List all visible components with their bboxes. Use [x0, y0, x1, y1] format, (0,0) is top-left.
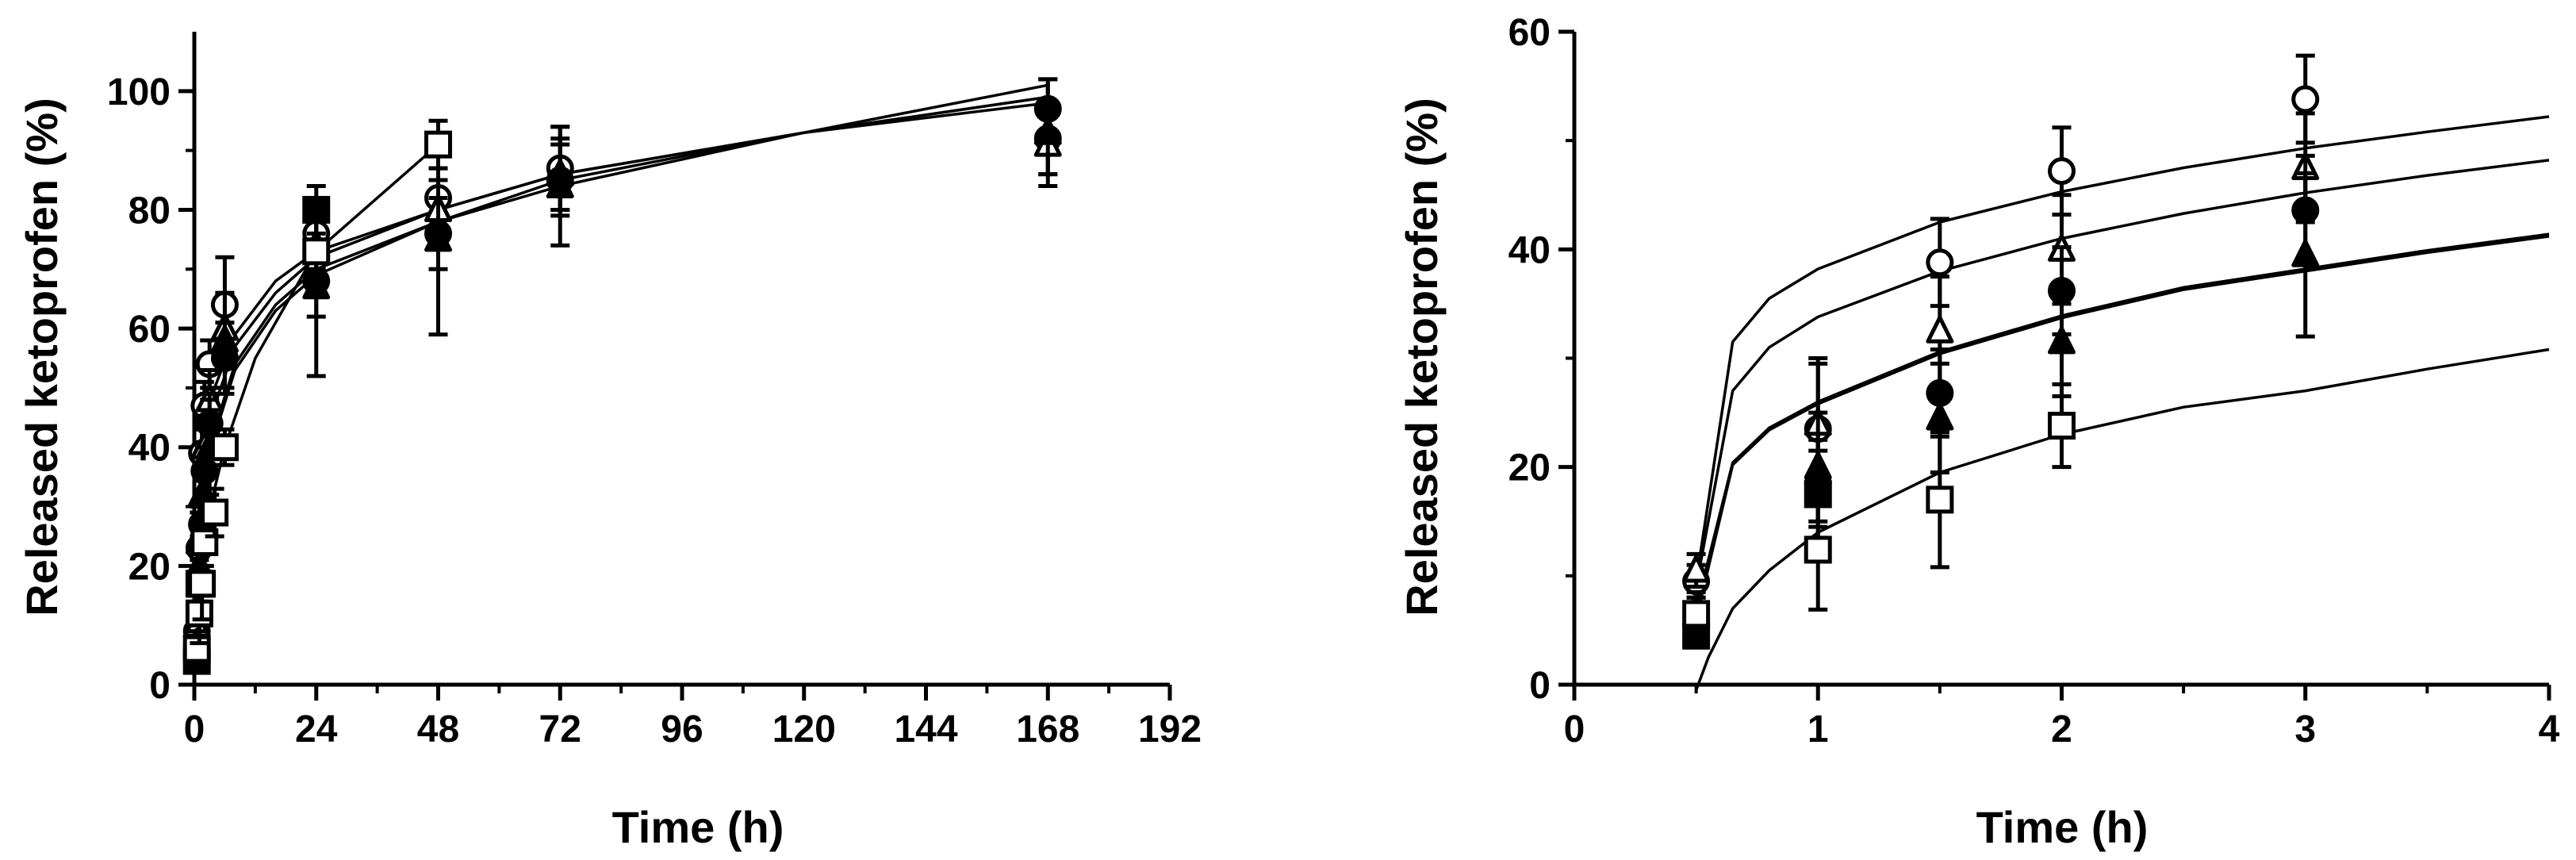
data-point — [1926, 248, 1954, 277]
data-point — [210, 324, 239, 353]
data-point — [1926, 315, 1954, 344]
fit-curve — [1694, 232, 2550, 609]
y-tick-label: 20 — [1508, 447, 1551, 490]
x-tick-label: 144 — [894, 708, 957, 751]
data-point — [1682, 555, 1711, 583]
x-tick-label: 72 — [539, 708, 581, 751]
data-point — [188, 570, 217, 598]
plot-area: 0 24 48 72 96 120 144 168 192 0 20 40 60 80 100 — [107, 32, 1202, 751]
y-tick-label: 20 — [128, 546, 171, 588]
x-tick-label: 168 — [1016, 708, 1079, 751]
fit-curve — [195, 102, 1048, 632]
data-point — [302, 271, 331, 300]
y-tick-label: 0 — [149, 665, 171, 707]
y-tick-label: 40 — [128, 428, 171, 470]
x-tick-label: 0 — [1564, 708, 1585, 751]
data-point — [2048, 326, 2076, 355]
data-point — [201, 498, 229, 527]
fit-curve — [1694, 115, 2550, 582]
data-point — [1804, 536, 1832, 564]
data-point — [424, 224, 452, 252]
data-point — [2291, 239, 2320, 267]
data-point — [424, 130, 452, 159]
data-point — [546, 171, 574, 199]
data-point — [2291, 85, 2320, 113]
y-tick-label: 0 — [1529, 665, 1551, 707]
y-tick-label: 100 — [107, 71, 171, 113]
x-tick-label: 24 — [295, 708, 338, 751]
y-axis-title: Released ketoprofen (%) — [1397, 98, 1447, 616]
data-point — [182, 635, 211, 663]
data-point — [1682, 600, 1711, 628]
x-tick-label: 3 — [2294, 708, 2316, 751]
data-point — [302, 237, 331, 266]
fit-curve — [1694, 159, 2550, 587]
x-tick-label: 192 — [1138, 708, 1202, 751]
x-tick-label: 0 — [184, 708, 205, 751]
data-point — [2048, 412, 2076, 440]
data-point — [1926, 486, 1954, 514]
data-point — [185, 599, 213, 628]
x-tick-label: 2 — [2051, 708, 2072, 751]
fit-curve — [1694, 235, 2550, 620]
data-point — [210, 433, 239, 462]
x-tick-label: 120 — [772, 708, 836, 751]
x-axis-title: Time (h) — [1976, 802, 2149, 852]
data-point — [190, 528, 219, 556]
fit-curve — [195, 95, 1048, 626]
data-point — [1033, 117, 1062, 145]
y-tick-label: 40 — [1508, 229, 1551, 271]
data-point — [302, 195, 331, 224]
y-tick-label: 80 — [128, 190, 171, 232]
y-tick-label: 60 — [1508, 12, 1551, 54]
release-chart-full-timecourse: 0 24 48 72 96 120 144 168 192 0 20 40 60 80 100 Time (… — [17, 32, 1202, 852]
x-tick-label: 48 — [417, 708, 459, 751]
data-point — [2048, 157, 2076, 186]
x-axis-title: Time (h) — [612, 802, 784, 852]
y-axis-title: Released ketoprofen (%) — [17, 98, 67, 616]
x-tick-label: 1 — [1807, 708, 1829, 751]
y-tick-label: 60 — [128, 309, 171, 351]
x-tick-label: 4 — [2539, 708, 2560, 751]
data-point — [1926, 402, 1954, 431]
x-tick-label: 96 — [661, 708, 703, 751]
